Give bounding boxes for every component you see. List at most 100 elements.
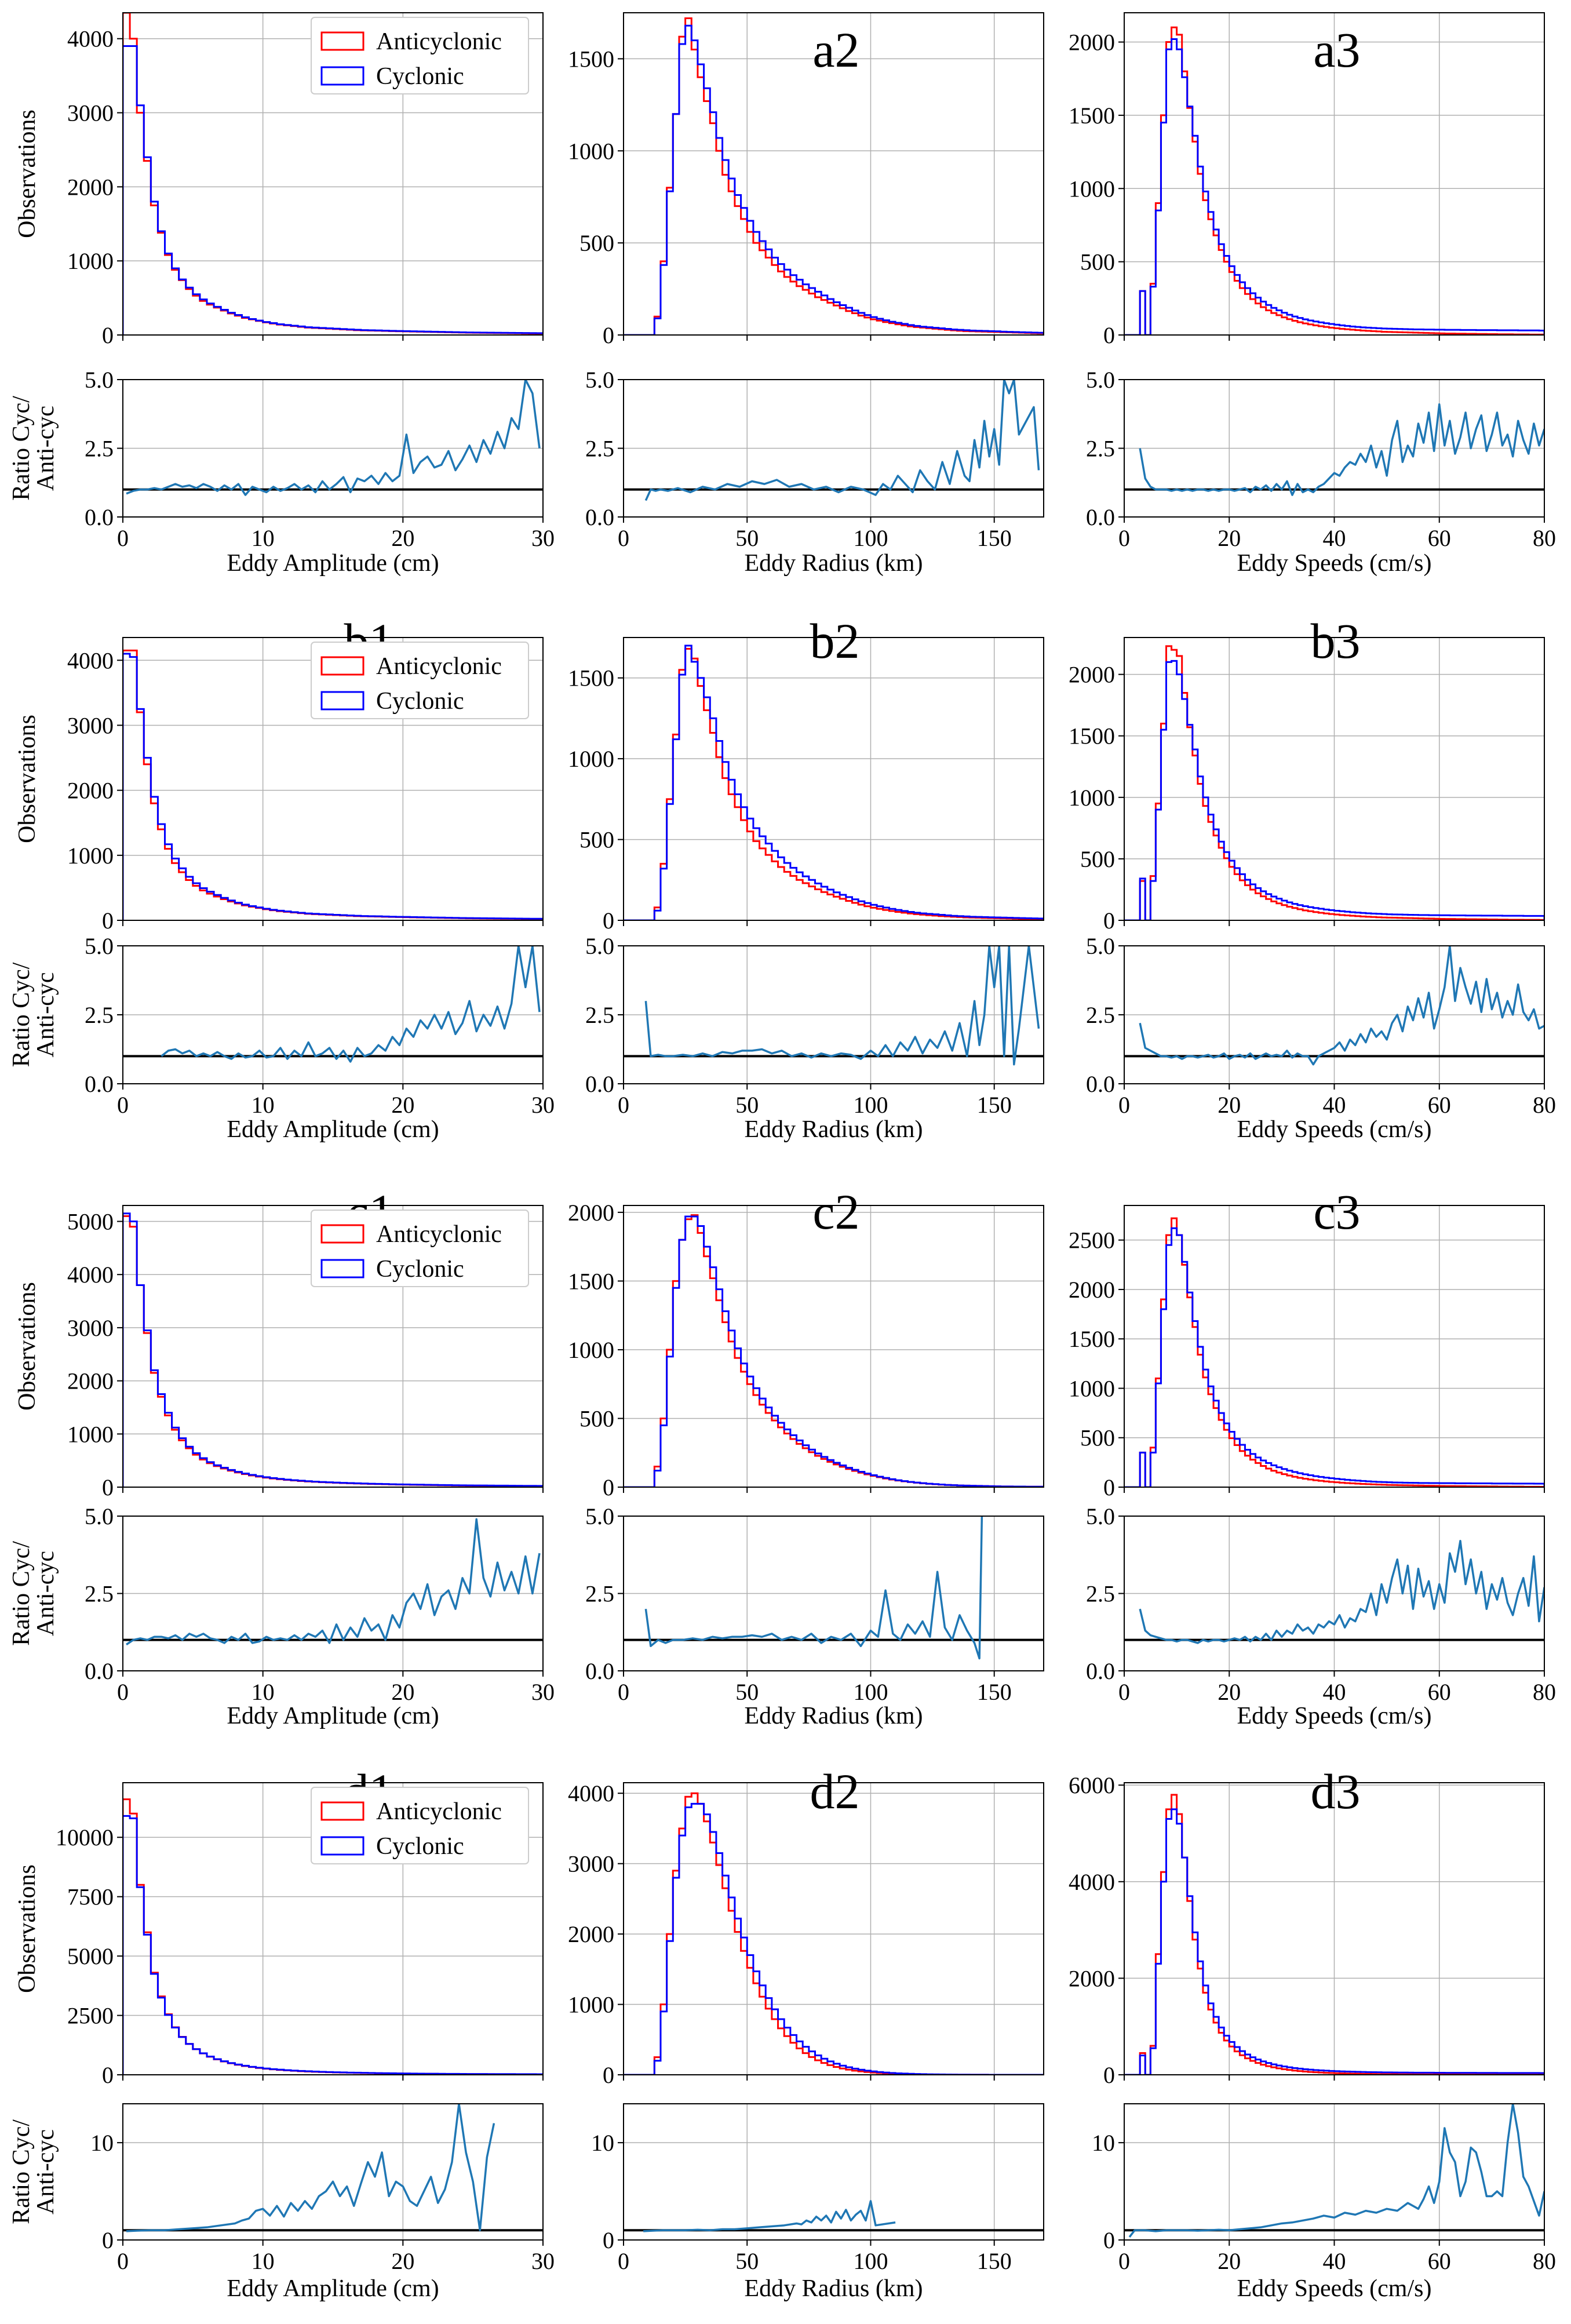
- cyclonic-histogram: [123, 653, 543, 920]
- ratio-ylabel: Ratio Cyc/Anti-cyc: [8, 1541, 59, 1646]
- xtick-label: 60: [1428, 1092, 1451, 1118]
- ratio-axes: 0.0 2.5 5.0 0 50 100 150 Eddy Radius (km): [585, 1503, 1044, 1729]
- histogram-axes: 0 500 1000 1500 2000 b3: [1069, 613, 1545, 934]
- ratio-ytick-label: 10: [90, 2130, 114, 2156]
- panel-label: a3: [1313, 22, 1360, 78]
- histogram-series: [1124, 26, 1544, 335]
- cyclonic-histogram: [624, 1215, 1044, 1487]
- ratio-axes: 0.0 2.5 5.0 0 10 20 30 Eddy Amplitude (cm): [85, 1503, 555, 1729]
- ratio-axes: 0.0 2.5 5.0 0 50 100 150 Eddy Radius (km): [585, 367, 1044, 577]
- hist-ytick-label: 500: [1080, 1425, 1115, 1451]
- ratio-ylabel: Ratio Cyc/Anti-cyc: [8, 396, 59, 501]
- xtick-label: 150: [977, 1679, 1012, 1705]
- hist-ytick-label: 0: [603, 2062, 614, 2088]
- xtick-label: 20: [391, 1679, 414, 1705]
- xtick-label: 20: [1218, 1679, 1241, 1705]
- ratio-ytick-label: 5.0: [85, 933, 114, 959]
- ratio-series: [624, 946, 1044, 1066]
- ratio-ytick-label: 0.0: [85, 1071, 114, 1097]
- hist-ytick-label: 7500: [67, 1884, 114, 1910]
- hist-ytick-label: 1000: [1069, 176, 1115, 202]
- legend-label-cyclonic: Cyclonic: [376, 63, 464, 90]
- xaxis-label: Eddy Radius (km): [745, 550, 923, 577]
- xtick-label: 0: [1118, 1679, 1130, 1705]
- ratio-ytick-label: 0.0: [1086, 1071, 1115, 1097]
- ratio-line: [161, 946, 541, 1063]
- ratio-line: [126, 2104, 495, 2232]
- hist-ytick-label: 0: [603, 322, 614, 348]
- ratio-frame: [623, 2103, 1044, 2241]
- xaxis-label: Eddy Radius (km): [745, 1703, 923, 1729]
- xaxis-label: Eddy Speeds (cm/s): [1237, 2275, 1432, 2302]
- hist-ylabel: Observations: [14, 715, 41, 843]
- ratio-line: [126, 380, 541, 496]
- histogram-frame: [122, 1782, 544, 2075]
- histogram-axes: 0 2000 4000 6000 d3: [1069, 1764, 1545, 2088]
- ratio-ylabel-line2: Anti-cyc: [32, 1551, 59, 1636]
- xtick-label: 0: [117, 1092, 129, 1118]
- histogram-series: [624, 1214, 1044, 1487]
- xtick-label: 0: [117, 2248, 129, 2274]
- ratio-ylabel: Ratio Cyc/Anti-cyc: [8, 2119, 59, 2224]
- xtick-label: 10: [251, 2248, 275, 2274]
- cyclonic-histogram: [123, 1212, 543, 1487]
- hist-ytick-label: 1500: [568, 1268, 614, 1294]
- panel-c2: 0 500 1000 1500 2000 c2 0.0 2.5 5.0 0 50 100 150 Eddy…: [568, 1184, 1044, 1729]
- ratio-series: [1124, 1539, 1544, 1644]
- cyclonic-histogram: [123, 1815, 543, 2075]
- ratio-series: [624, 2200, 1044, 2232]
- xtick-label: 20: [391, 2248, 414, 2274]
- xaxis-label: Eddy Amplitude (cm): [227, 1116, 439, 1143]
- hist-ytick-label: 1000: [568, 746, 614, 772]
- histogram-series: [624, 17, 1044, 335]
- ratio-axes: 0.0 2.5 5.0 0 20 40 60 80 Eddy Speeds (cm/s): [1086, 367, 1556, 577]
- xtick-label: 60: [1428, 1679, 1451, 1705]
- hist-ytick-label: 0: [1103, 322, 1115, 348]
- histogram-series: [123, 1798, 543, 2075]
- histogram-frame: [623, 637, 1044, 921]
- panel-c3: 0 500 1000 1500 2000 2500 c3 0.0 2.5 5.0 0 20 40 60 80…: [1069, 1184, 1556, 1729]
- legend-label-anticyclonic: Anticyclonic: [376, 653, 502, 680]
- histogram-frame: [623, 1205, 1044, 1488]
- hist-ytick-label: 6000: [1069, 1772, 1115, 1798]
- xtick-label: 150: [977, 525, 1012, 551]
- ratio-ylabel: Ratio Cyc/Anti-cyc: [8, 962, 59, 1067]
- cyclonic-histogram: [1124, 660, 1544, 920]
- ratio-ylabel-line2: Anti-cyc: [32, 972, 59, 1058]
- hist-ytick-label: 500: [579, 827, 614, 853]
- hist-ytick-label: 2000: [568, 1200, 614, 1226]
- xtick-label: 50: [735, 1092, 759, 1118]
- histogram-axes: 0 500 1000 1500 a2: [568, 12, 1044, 348]
- legend-swatch-anticyclonic: [320, 1224, 364, 1244]
- ratio-ytick-label: 0.0: [1086, 504, 1115, 530]
- hist-ytick-label: 0: [603, 908, 614, 934]
- xtick-label: 20: [391, 1092, 414, 1118]
- ratio-ytick-label: 0: [1103, 2227, 1115, 2253]
- xtick-label: 40: [1323, 1679, 1346, 1705]
- xtick-label: 20: [391, 525, 414, 551]
- ratio-ytick-label: 10: [1092, 2130, 1115, 2156]
- hist-ytick-label: 3000: [67, 712, 114, 738]
- hist-ytick-label: 500: [579, 230, 614, 256]
- ratio-ylabel-line2: Anti-cyc: [32, 2129, 59, 2214]
- histogram-frame: [122, 637, 544, 921]
- panel-a3: 0 500 1000 1500 2000 a3 0.0 2.5 5.0 0 20 40 60 80 Eddy…: [1069, 12, 1556, 577]
- ratio-ytick-label: 5.0: [1086, 1503, 1115, 1529]
- hist-ytick-label: 4000: [1069, 1869, 1115, 1895]
- legend-swatch-cyclonic: [320, 1259, 364, 1278]
- legend-box: [311, 1210, 529, 1287]
- xtick-label: 150: [977, 2248, 1012, 2274]
- hist-ytick-label: 4000: [67, 1262, 114, 1288]
- hist-ytick-label: 2000: [568, 1921, 614, 1947]
- xtick-label: 30: [531, 1092, 555, 1118]
- hist-ytick-label: 1000: [568, 1337, 614, 1363]
- xtick-label: 50: [735, 1679, 759, 1705]
- xtick-label: 80: [1533, 1679, 1556, 1705]
- xtick-label: 150: [977, 1092, 1012, 1118]
- hist-ytick-label: 500: [1080, 846, 1115, 872]
- ratio-ytick-label: 0.0: [585, 1071, 614, 1097]
